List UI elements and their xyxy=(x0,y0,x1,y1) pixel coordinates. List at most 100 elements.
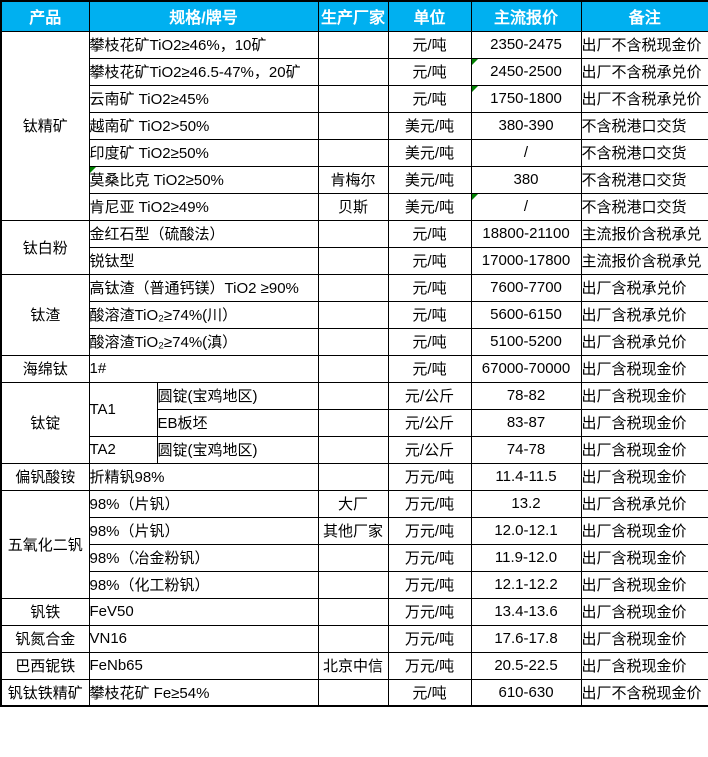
table-row: 巴西铌铁 FeNb65 北京中信 万元/吨 20.5-22.5 出厂含税现金价 xyxy=(0,651,708,680)
note-cell: 不含税港口交货 xyxy=(580,192,708,221)
unit-cell: 万元/吨 xyxy=(387,489,472,518)
table-row: 钒铁 FeV50 万元/吨 13.4-13.6 出厂含税现金价 xyxy=(0,597,708,626)
maker-cell xyxy=(317,138,389,167)
product-cell: 海绵钛 xyxy=(0,354,90,383)
note-cell: 出厂含税现金价 xyxy=(580,381,708,410)
price-cell: 17.6-17.8 xyxy=(470,624,582,653)
price-table: 产品 规格/牌号 生产厂家 单位 主流报价 备注 钛精矿 攀枝花矿TiO2≥46… xyxy=(0,0,708,707)
unit-cell: 美元/吨 xyxy=(387,111,472,140)
note-cell: 不含税港口交货 xyxy=(580,138,708,167)
price-cell: 1750-1800 xyxy=(470,84,582,113)
spec-cell: 98%（冶金粉钒） xyxy=(88,543,319,572)
spec-cell: 莫桑比克 TiO2≥50% xyxy=(88,165,319,194)
price-cell: 11.4-11.5 xyxy=(470,462,582,491)
maker-cell: 贝斯 xyxy=(317,192,389,221)
spec-cell: 酸溶渣TiO₂≥74%(滇） xyxy=(88,327,319,356)
note-cell: 出厂含税承兑价 xyxy=(580,273,708,302)
spec-cell: FeV50 xyxy=(88,597,319,626)
price-value: / xyxy=(523,198,529,215)
table-row: 钒氮合金 VN16 万元/吨 17.6-17.8 出厂含税现金价 xyxy=(0,624,708,653)
price-cell: 5600-6150 xyxy=(470,300,582,329)
price-cell: 20.5-22.5 xyxy=(470,651,582,680)
table-row: 五氧化二钒 98%（片钒） 大厂 万元/吨 13.2 出厂含税承兑价 xyxy=(0,489,708,599)
table-row: 98%（片钒） 其他厂家 万元/吨 12.0-12.1 出厂含税现金价 xyxy=(1,516,708,545)
price-cell: 18800-21100 xyxy=(470,219,582,248)
spec-cell: 1# xyxy=(88,354,319,383)
unit-cell: 元/吨 xyxy=(387,246,472,275)
maker-cell xyxy=(317,300,389,329)
col-header-unit: 单位 xyxy=(387,0,472,32)
price-cell: 12.0-12.1 xyxy=(470,516,582,545)
note-cell: 主流报价含税承兑 xyxy=(580,246,708,275)
table-row: 肯尼亚 TiO2≥49% 贝斯 美元/吨 / 不含税港口交货 xyxy=(1,192,708,221)
note-cell: 出厂含税现金价 xyxy=(580,570,708,599)
price-value: 1750-1800 xyxy=(490,90,562,107)
spec-cell: 攀枝花矿TiO2≥46.5-47%，20矿 xyxy=(88,57,319,86)
table-row: 钛渣 高钛渣（普通钙镁）TiO2 ≥90% 元/吨 7600-7700 出厂含税… xyxy=(0,273,708,356)
comment-indicator-icon xyxy=(90,167,96,173)
price-cell: 83-87 xyxy=(470,408,582,437)
maker-cell xyxy=(317,435,389,464)
price-cell: 2450-2500 xyxy=(470,57,582,86)
spec-value: 莫桑比克 TiO2≥50% xyxy=(89,172,224,189)
maker-cell xyxy=(317,246,389,275)
unit-cell: 元/公斤 xyxy=(387,435,472,464)
note-cell: 出厂含税现金价 xyxy=(580,597,708,626)
unit-cell: 万元/吨 xyxy=(387,462,472,491)
table-row: 98%（冶金粉钒） 万元/吨 11.9-12.0 出厂含税现金价 xyxy=(1,543,708,572)
maker-cell: 北京中信 xyxy=(317,651,389,680)
table-row: 钛白粉 金红石型（硫酸法） 元/吨 18800-21100 主流报价含税承兑 xyxy=(0,219,708,275)
note-cell: 出厂不含税承兑价 xyxy=(580,84,708,113)
table-row: 酸溶渣TiO₂≥74%(川） 元/吨 5600-6150 出厂含税承兑价 xyxy=(1,300,708,329)
unit-cell: 万元/吨 xyxy=(387,597,472,626)
price-cell: 13.4-13.6 xyxy=(470,597,582,626)
note-cell: 不含税港口交货 xyxy=(580,165,708,194)
note-cell: 出厂含税现金价 xyxy=(580,543,708,572)
unit-cell: 美元/吨 xyxy=(387,165,472,194)
price-cell: 12.1-12.2 xyxy=(470,570,582,599)
note-cell: 出厂含税现金价 xyxy=(580,624,708,653)
price-cell: 5100-5200 xyxy=(470,327,582,356)
spec-cell: 98%（片钒） xyxy=(88,516,319,545)
table-row: 偏钒酸铵 折精钒98% 万元/吨 11.4-11.5 出厂含税现金价 xyxy=(0,462,708,491)
grade-cell: TA2 xyxy=(88,435,158,464)
maker-cell xyxy=(317,354,389,383)
comment-indicator-icon xyxy=(472,59,478,65)
table-row: 锐钛型 元/吨 17000-17800 主流报价含税承兑 xyxy=(1,246,708,275)
note-cell: 出厂含税现金价 xyxy=(580,408,708,437)
col-header-product: 产品 xyxy=(0,0,90,32)
spec-cell: 折精钒98% xyxy=(88,462,319,491)
table-row: TA2 圆锭(宝鸡地区) 元/公斤 74-78 出厂含税现金价 xyxy=(1,435,708,464)
product-cell: 钛精矿 xyxy=(0,30,90,221)
unit-cell: 元/吨 xyxy=(387,57,472,86)
spec-cell: 锐钛型 xyxy=(88,246,319,275)
spec-cell: EB板坯 xyxy=(156,408,319,437)
unit-cell: 万元/吨 xyxy=(387,570,472,599)
unit-cell: 万元/吨 xyxy=(387,624,472,653)
product-cell: 钒铁 xyxy=(0,597,90,626)
header-row: 产品 规格/牌号 生产厂家 单位 主流报价 备注 xyxy=(0,0,708,32)
unit-cell: 元/吨 xyxy=(387,354,472,383)
price-cell: 74-78 xyxy=(470,435,582,464)
maker-cell xyxy=(317,84,389,113)
price-cell: 78-82 xyxy=(470,381,582,410)
note-cell: 出厂含税现金价 xyxy=(580,516,708,545)
table-row: 攀枝花矿TiO2≥46.5-47%，20矿 元/吨 2450-2500 出厂不含… xyxy=(1,57,708,86)
price-cell: 13.2 xyxy=(470,489,582,518)
spec-cell: 98%（片钒） xyxy=(88,489,319,518)
price-cell: 2350-2475 xyxy=(470,30,582,59)
table-row: 98%（化工粉钒） 万元/吨 12.1-12.2 出厂含税现金价 xyxy=(1,570,708,599)
product-cell: 钛渣 xyxy=(0,273,90,356)
note-cell: 出厂含税现金价 xyxy=(580,462,708,491)
price-cell: / xyxy=(470,192,582,221)
spec-cell: 印度矿 TiO2≥50% xyxy=(88,138,319,167)
maker-cell xyxy=(317,327,389,356)
product-cell: 五氧化二钒 xyxy=(0,489,90,599)
maker-cell: 肯梅尔 xyxy=(317,165,389,194)
product-cell: 钛锭 xyxy=(0,381,90,464)
note-cell: 出厂不含税现金价 xyxy=(580,678,708,707)
unit-cell: 万元/吨 xyxy=(387,651,472,680)
col-header-price: 主流报价 xyxy=(470,0,582,32)
table-row: 莫桑比克 TiO2≥50% 肯梅尔 美元/吨 380 不含税港口交货 xyxy=(1,165,708,194)
spec-cell: 攀枝花矿TiO2≥46%，10矿 xyxy=(88,30,319,59)
